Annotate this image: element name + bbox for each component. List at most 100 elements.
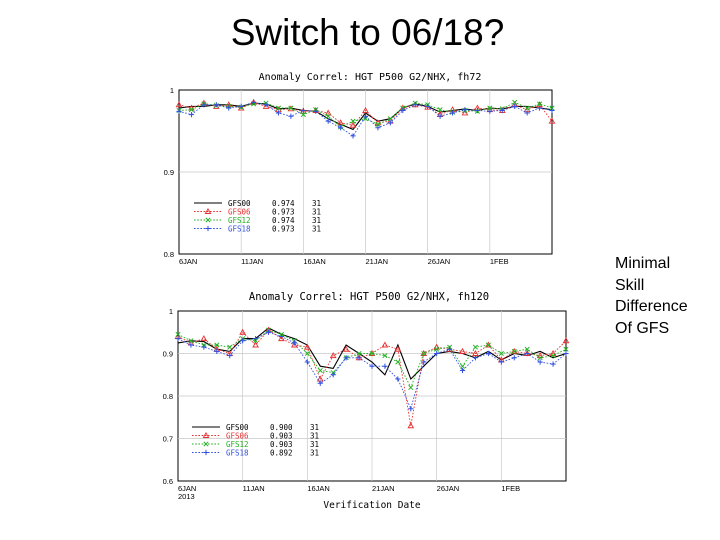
data-point bbox=[251, 99, 257, 105]
data-point bbox=[524, 346, 530, 352]
data-point bbox=[375, 121, 381, 127]
data-point bbox=[421, 350, 427, 357]
data-point bbox=[329, 352, 337, 359]
data-point bbox=[459, 363, 466, 369]
data-point bbox=[382, 353, 388, 359]
data-point bbox=[175, 101, 183, 108]
y-tick-label: 0.6 bbox=[163, 477, 173, 486]
data-point bbox=[562, 337, 570, 344]
data-point bbox=[214, 348, 220, 354]
side-note-line: Difference bbox=[615, 298, 688, 315]
data-point bbox=[175, 336, 181, 342]
y-tick-label: 0.8 bbox=[163, 392, 173, 401]
data-point bbox=[214, 342, 220, 348]
data-point bbox=[459, 347, 466, 354]
data-point bbox=[201, 102, 207, 108]
data-point bbox=[499, 107, 505, 114]
data-point bbox=[304, 350, 310, 357]
legend-count: 31 bbox=[310, 440, 319, 449]
data-point bbox=[212, 102, 220, 109]
data-point bbox=[474, 107, 480, 114]
x-tick-label: 6JAN bbox=[179, 257, 197, 266]
data-point bbox=[395, 359, 401, 365]
data-point bbox=[313, 108, 319, 114]
data-point bbox=[537, 355, 543, 361]
x-tick-label: 16JAN bbox=[307, 484, 330, 493]
data-point bbox=[237, 104, 245, 111]
side-note-line: Of GFS bbox=[615, 319, 670, 337]
data-point bbox=[201, 344, 207, 350]
legend-mean: 0.903 bbox=[270, 440, 293, 449]
data-point bbox=[485, 341, 492, 348]
data-point bbox=[462, 107, 468, 113]
legend-mean: 0.973 bbox=[272, 208, 295, 217]
data-point bbox=[324, 109, 332, 116]
data-point bbox=[447, 346, 453, 352]
legend-label: GFS06 bbox=[228, 208, 251, 217]
data-point bbox=[304, 359, 310, 365]
data-point bbox=[408, 384, 414, 391]
data-point bbox=[227, 353, 233, 359]
x-tick-label: 16JAN bbox=[303, 257, 326, 266]
data-point bbox=[400, 107, 406, 114]
data-point bbox=[412, 102, 418, 108]
data-point bbox=[288, 113, 294, 119]
data-point bbox=[252, 341, 259, 348]
data-point bbox=[350, 133, 356, 139]
chart-fh120: Anomaly Correl: HGT P500 G2/NHX, fh120 1 0… bbox=[150, 289, 573, 515]
legend-mean: 0.903 bbox=[270, 432, 293, 441]
y-tick-label: 0.9 bbox=[164, 168, 174, 177]
data-point bbox=[238, 103, 244, 109]
x-tick-label: 1FEB bbox=[501, 484, 520, 493]
data-point bbox=[537, 359, 543, 365]
legend-entry: GFS18 0.973 31 bbox=[194, 225, 321, 234]
legend-mean: 0.900 bbox=[270, 423, 293, 432]
data-point bbox=[338, 125, 344, 131]
data-point bbox=[253, 336, 259, 342]
data-point bbox=[342, 345, 350, 352]
data-point bbox=[325, 113, 331, 119]
side-note-line: Skill bbox=[615, 276, 645, 294]
data-point bbox=[485, 342, 491, 348]
y-tick-label: 1 bbox=[170, 86, 174, 95]
data-point bbox=[337, 119, 345, 126]
data-point bbox=[188, 107, 194, 113]
data-point bbox=[275, 105, 282, 111]
data-point bbox=[278, 333, 285, 340]
y-tick-label: 1 bbox=[169, 307, 173, 316]
data-point bbox=[356, 350, 362, 357]
x-tick-label: 21JAN bbox=[366, 257, 389, 266]
data-point bbox=[227, 344, 233, 350]
data-point bbox=[205, 217, 211, 223]
x-axis-label: Verification Date bbox=[323, 500, 421, 511]
data-point bbox=[200, 335, 208, 342]
legend-entry: GFS12 0.903 31 bbox=[192, 440, 319, 449]
legend-mean: 0.974 bbox=[272, 216, 295, 225]
x-tick-label: 1FEB bbox=[490, 257, 509, 266]
data-point bbox=[536, 105, 543, 111]
data-point bbox=[395, 376, 401, 382]
data-point bbox=[524, 350, 530, 357]
data-point bbox=[472, 344, 479, 350]
data-point bbox=[226, 105, 232, 111]
data-point bbox=[275, 110, 282, 116]
data-point bbox=[362, 106, 369, 113]
chart-title: Anomaly Correl: HGT P500 G2/NHX, fh72 bbox=[259, 72, 482, 83]
data-point bbox=[387, 116, 393, 122]
legend-entry: GFS06 0.903 31 bbox=[192, 432, 319, 441]
data-point bbox=[291, 340, 297, 346]
y-tick-label: 0.7 bbox=[163, 435, 173, 444]
data-point bbox=[424, 103, 432, 110]
legend-entry: GFS00 0.974 31 bbox=[194, 199, 321, 208]
data-point bbox=[498, 359, 504, 365]
x-tick-label: 11JAN bbox=[243, 484, 265, 493]
data-point bbox=[288, 105, 294, 111]
legend-entry: GFS18 0.892 31 bbox=[192, 449, 319, 458]
data-point bbox=[350, 118, 356, 124]
data-point bbox=[449, 110, 456, 116]
data-point bbox=[550, 353, 556, 359]
legend-entry: GFS06 0.973 31 bbox=[194, 208, 321, 217]
legend-entry: GFS00 0.900 31 bbox=[192, 423, 319, 432]
data-point bbox=[330, 372, 336, 378]
legend-label: GFS12 bbox=[228, 216, 251, 225]
